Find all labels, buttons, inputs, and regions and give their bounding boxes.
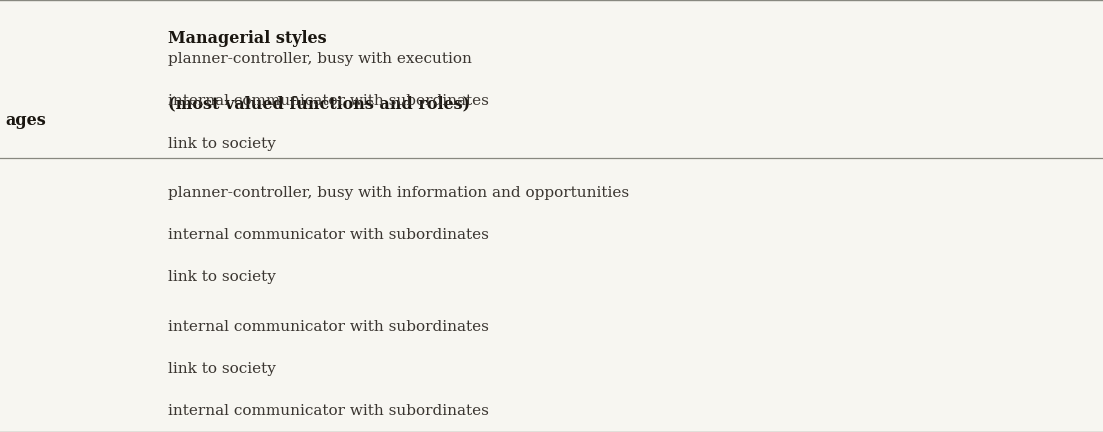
Text: planner-controller, busy with information and opportunities: planner-controller, busy with informatio… — [168, 186, 629, 200]
Text: internal communicator with subordinates: internal communicator with subordinates — [168, 320, 489, 334]
Text: link to society: link to society — [168, 137, 276, 150]
Text: planner-controller, busy with execution: planner-controller, busy with execution — [168, 52, 471, 66]
Text: (most valued functions and roles): (most valued functions and roles) — [168, 95, 470, 112]
Text: link to society: link to society — [168, 270, 276, 284]
Text: ages: ages — [6, 112, 46, 130]
Text: internal communicator with subordinates: internal communicator with subordinates — [168, 404, 489, 418]
Text: Managerial styles: Managerial styles — [168, 30, 326, 47]
Text: internal communicator with subordinates: internal communicator with subordinates — [168, 94, 489, 108]
Text: internal communicator with subordinates: internal communicator with subordinates — [168, 228, 489, 242]
Text: link to society: link to society — [168, 362, 276, 376]
